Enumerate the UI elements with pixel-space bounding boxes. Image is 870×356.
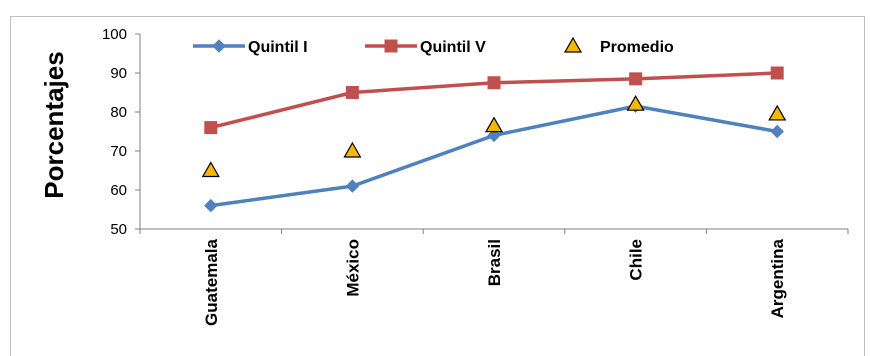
triangle-marker	[484, 116, 504, 133]
x-category-label: Argentina	[768, 238, 787, 318]
series-quintil-v	[204, 66, 784, 135]
diamond-marker	[345, 179, 360, 193]
legend-label: Quintil V	[420, 39, 486, 56]
legend-square-marker	[384, 39, 398, 53]
square-marker	[629, 72, 643, 86]
y-tick-label: 90	[110, 65, 127, 82]
y-axis: 50 60 70 80 90 100	[102, 26, 141, 238]
legend-label: Promedio	[600, 39, 674, 56]
legend-label: Quintil I	[248, 39, 308, 56]
square-marker	[204, 121, 218, 135]
triangle-marker	[343, 141, 362, 158]
triangle-marker	[626, 94, 645, 111]
y-tick-label: 50	[110, 221, 127, 238]
triangle-marker	[201, 161, 220, 178]
square-marker	[770, 66, 784, 80]
y-tick-label: 100	[102, 26, 127, 43]
y-tick-label: 80	[110, 104, 127, 121]
legend-item: Quintil V	[365, 39, 486, 56]
triangle-marker	[768, 104, 787, 121]
legend-triangle-marker	[563, 36, 583, 53]
y-axis-label: Porcentajes	[39, 51, 69, 198]
x-category-label: Guatemala	[202, 238, 221, 325]
legend-diamond-marker	[212, 39, 226, 53]
diamond-marker	[487, 128, 501, 143]
square-marker	[345, 86, 359, 99]
diamond-marker	[204, 198, 218, 213]
y-tick-label: 70	[110, 143, 127, 160]
y-tick-label: 60	[110, 182, 127, 199]
series-promedio	[201, 94, 787, 178]
diamond-marker	[770, 124, 784, 139]
x-category-label: México	[343, 239, 362, 297]
x-axis: Guatemala México Brasil Chile Argentina	[139, 228, 849, 326]
x-category-label: Brasil	[485, 239, 504, 286]
legend-item: Promedio	[563, 36, 674, 56]
x-category-label: Chile	[627, 239, 646, 281]
legend-item: Quintil I	[193, 39, 308, 56]
legend: Quintil I Quintil V Promedio	[193, 36, 674, 56]
square-marker	[487, 76, 501, 90]
chart-frame	[10, 16, 865, 356]
series-layer	[201, 66, 787, 213]
